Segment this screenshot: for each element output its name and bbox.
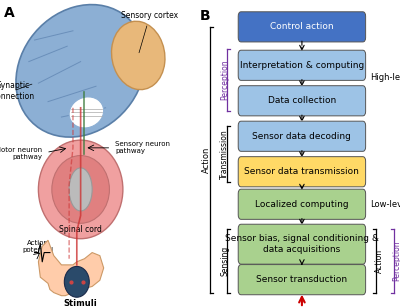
Text: Synaptic
connection: Synaptic connection [0,81,34,100]
Ellipse shape [38,140,123,239]
Polygon shape [38,240,104,296]
FancyBboxPatch shape [238,50,366,80]
Text: Data collection: Data collection [268,96,336,105]
Ellipse shape [69,97,104,128]
Text: Perception: Perception [220,60,229,100]
Text: B: B [200,9,211,23]
FancyBboxPatch shape [238,121,366,151]
Text: Sensor bias, signal conditioning &
data acquisitions: Sensor bias, signal conditioning & data … [225,234,379,254]
Text: Sensory cortex: Sensory cortex [121,11,178,53]
Text: Low-level: Low-level [370,200,400,209]
Text: Interpretation & computing: Interpretation & computing [240,61,364,70]
FancyBboxPatch shape [238,265,366,295]
Text: High-level: High-level [370,73,400,82]
Ellipse shape [64,266,89,297]
Text: A: A [4,6,14,20]
Text: Sensory neuron
pathway: Sensory neuron pathway [115,141,170,154]
FancyBboxPatch shape [238,224,366,264]
Text: Perception: Perception [392,241,400,282]
FancyBboxPatch shape [238,157,366,187]
Ellipse shape [69,168,92,211]
Text: Action: Action [202,147,211,173]
Ellipse shape [112,21,165,90]
Ellipse shape [16,5,145,137]
Text: Transmission: Transmission [220,129,229,179]
Ellipse shape [52,156,110,223]
Text: Sensor transduction: Sensor transduction [256,275,348,284]
Text: Action
potential: Action potential [23,240,54,253]
Text: Sensor data decoding: Sensor data decoding [252,132,351,141]
Text: Sensing: Sensing [220,246,229,276]
FancyBboxPatch shape [238,86,366,116]
Text: Stimuli: Stimuli [64,299,98,308]
FancyBboxPatch shape [238,12,366,42]
Text: Sensor data transmission: Sensor data transmission [244,167,359,176]
Text: Action: Action [375,249,384,273]
Text: Localized computing: Localized computing [255,200,349,209]
Text: Spinal cord: Spinal cord [59,225,102,234]
Text: Motor neuron
pathway: Motor neuron pathway [0,148,42,160]
FancyBboxPatch shape [238,189,366,219]
Text: Control action: Control action [270,22,334,31]
